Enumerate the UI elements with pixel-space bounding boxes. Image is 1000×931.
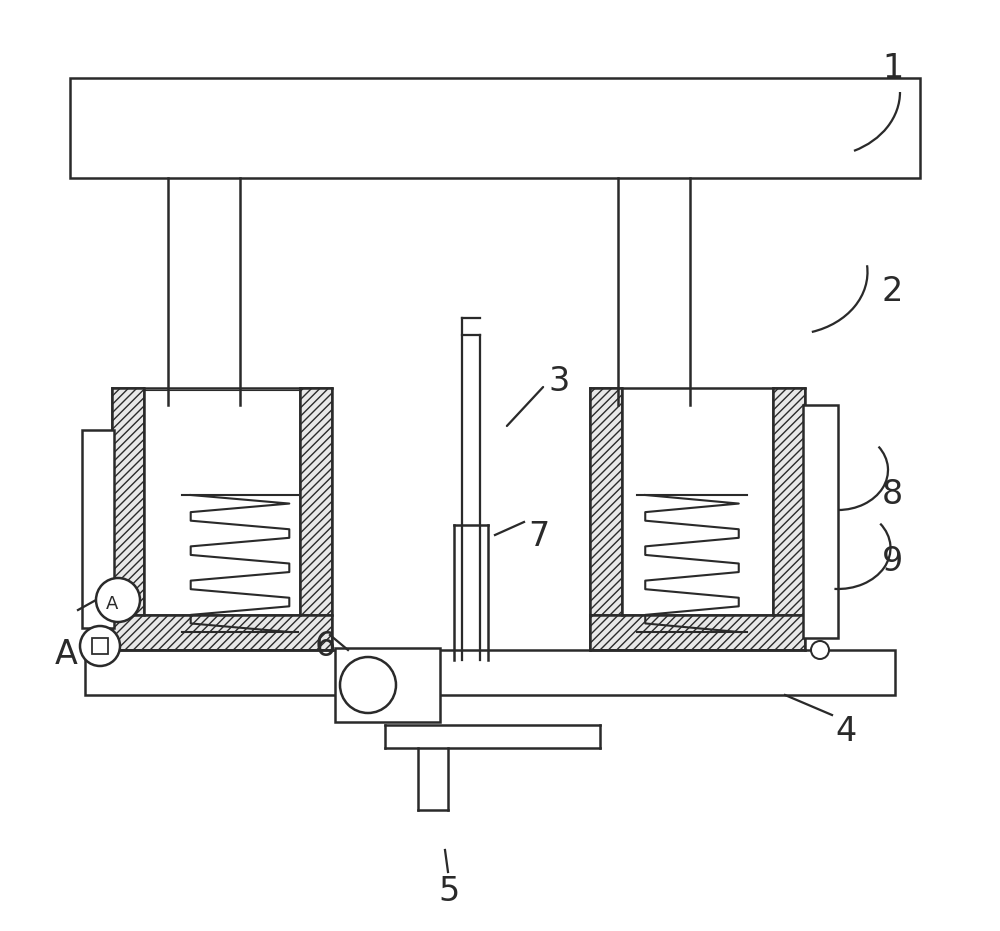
Bar	[82, 430, 114, 628]
Bar	[590, 388, 622, 650]
Bar	[112, 388, 144, 650]
Text: 2: 2	[882, 275, 903, 308]
Bar	[300, 388, 332, 650]
Bar	[773, 388, 805, 650]
Text: 5: 5	[438, 875, 459, 908]
Text: 7: 7	[528, 520, 549, 553]
Text: 4: 4	[835, 715, 856, 748]
Bar	[803, 405, 838, 638]
Bar	[335, 648, 440, 722]
Bar	[92, 638, 108, 654]
Text: 6: 6	[315, 630, 336, 663]
Text: 8: 8	[882, 478, 903, 511]
Bar	[112, 615, 332, 650]
Text: 1: 1	[882, 52, 903, 85]
Bar	[85, 650, 895, 695]
Bar	[70, 78, 920, 178]
Text: 3: 3	[548, 365, 569, 398]
Circle shape	[80, 626, 120, 666]
Text: A: A	[55, 638, 78, 671]
Circle shape	[96, 578, 140, 622]
Circle shape	[811, 641, 829, 659]
Text: A: A	[106, 595, 118, 613]
Text: 9: 9	[882, 545, 903, 578]
Circle shape	[340, 657, 396, 713]
Bar	[590, 615, 805, 650]
